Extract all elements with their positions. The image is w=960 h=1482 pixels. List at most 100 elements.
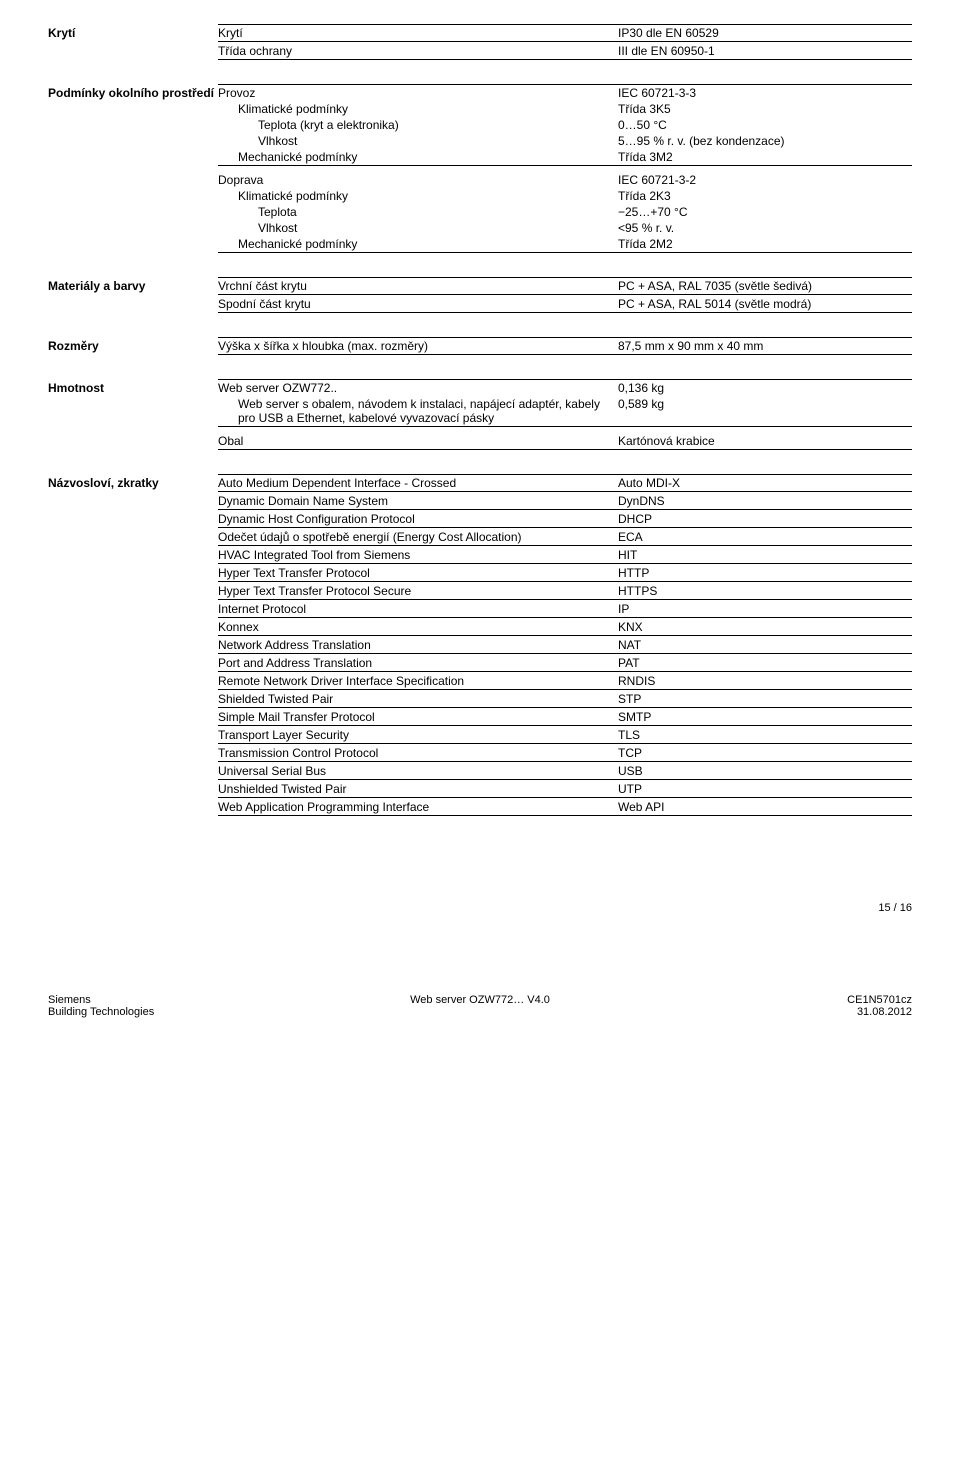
data-row: Hyper Text Transfer ProtocolHTTP bbox=[218, 565, 912, 582]
data-row: Transmission Control ProtocolTCP bbox=[218, 745, 912, 762]
data-row: Dynamic Host Configuration ProtocolDHCP bbox=[218, 511, 912, 528]
data-val: −25…+70 °C bbox=[618, 205, 912, 219]
data-row: Internet ProtocolIP bbox=[218, 601, 912, 618]
data-key: Klimatické podmínky bbox=[218, 189, 618, 203]
data-row: Odečet údajů o spotřebě energií (Energy … bbox=[218, 529, 912, 546]
data-val: IP30 dle EN 60529 bbox=[618, 26, 912, 40]
data-key: Unshielded Twisted Pair bbox=[218, 782, 618, 796]
data-key: Auto Medium Dependent Interface - Crosse… bbox=[218, 476, 618, 490]
data-val: Auto MDI-X bbox=[618, 476, 912, 490]
data-key: Dynamic Domain Name System bbox=[218, 494, 618, 508]
section-body-kryti: Krytí IP30 dle EN 60529 Třída ochrany II… bbox=[218, 24, 912, 66]
section-body-rozmery: Výška x šířka x hloubka (max. rozměry) 8… bbox=[218, 337, 912, 361]
data-key: Teplota (kryt a elektronika) bbox=[218, 118, 618, 132]
data-val: Třída 2K3 bbox=[618, 189, 912, 203]
data-val: IEC 60721-3-2 bbox=[618, 173, 912, 187]
data-row: Port and Address TranslationPAT bbox=[218, 655, 912, 672]
data-key: Klimatické podmínky bbox=[218, 102, 618, 116]
section-kryti: Krytí Krytí IP30 dle EN 60529 Třída ochr… bbox=[48, 24, 912, 66]
data-row: Shielded Twisted PairSTP bbox=[218, 691, 912, 708]
data-val: Kartónová krabice bbox=[618, 434, 912, 448]
data-val: SMTP bbox=[618, 710, 912, 724]
data-key: Port and Address Translation bbox=[218, 656, 618, 670]
data-row: Network Address TranslationNAT bbox=[218, 637, 912, 654]
section-nazvoslovi: Názvosloví, zkratky Auto Medium Dependen… bbox=[48, 474, 912, 822]
data-val: IP bbox=[618, 602, 912, 616]
data-row: Unshielded Twisted PairUTP bbox=[218, 781, 912, 798]
section-label-podminky: Podmínky okolního prostředí bbox=[48, 84, 218, 259]
footer-left: Siemens Building Technologies bbox=[48, 994, 218, 1018]
data-key: Universal Serial Bus bbox=[218, 764, 618, 778]
data-row: Obal Kartónová krabice bbox=[218, 433, 912, 449]
data-val: TLS bbox=[618, 728, 912, 742]
data-row: Třída ochrany III dle EN 60950-1 bbox=[218, 43, 912, 59]
data-key: Mechanické podmínky bbox=[218, 150, 618, 164]
data-row: Web Application Programming InterfaceWeb… bbox=[218, 799, 912, 815]
data-key: Hyper Text Transfer Protocol Secure bbox=[218, 584, 618, 598]
data-val: Třída 3K5 bbox=[618, 102, 912, 116]
data-val: 87,5 mm x 90 mm x 40 mm bbox=[618, 339, 912, 353]
data-row: Vlhkost <95 % r. v. bbox=[218, 220, 912, 236]
data-val: 0,589 kg bbox=[618, 397, 912, 425]
data-val: HTTPS bbox=[618, 584, 912, 598]
data-val: KNX bbox=[618, 620, 912, 634]
section-body-hmotnost: Web server OZW772.. 0,136 kg Web server … bbox=[218, 379, 912, 456]
data-key: Transport Layer Security bbox=[218, 728, 618, 742]
data-row: Dynamic Domain Name SystemDynDNS bbox=[218, 493, 912, 510]
block: Web server OZW772.. 0,136 kg Web server … bbox=[218, 379, 912, 427]
data-key: Web server s obalem, návodem k instalaci… bbox=[218, 397, 618, 425]
footer-company: Siemens bbox=[48, 994, 218, 1006]
section-podminky: Podmínky okolního prostředí Provoz IEC 6… bbox=[48, 84, 912, 259]
data-key: Konnex bbox=[218, 620, 618, 634]
data-key: HVAC Integrated Tool from Siemens bbox=[218, 548, 618, 562]
data-val: III dle EN 60950-1 bbox=[618, 44, 912, 58]
data-key: Výška x šířka x hloubka (max. rozměry) bbox=[218, 339, 618, 353]
data-val: ECA bbox=[618, 530, 912, 544]
data-key: Transmission Control Protocol bbox=[218, 746, 618, 760]
data-val: Web API bbox=[618, 800, 912, 814]
data-key: Internet Protocol bbox=[218, 602, 618, 616]
section-body-podminky: Provoz IEC 60721-3-3 Klimatické podmínky… bbox=[218, 84, 912, 259]
data-row: Mechanické podmínky Třída 2M2 bbox=[218, 236, 912, 252]
data-val: PC + ASA, RAL 5014 (světle modrá) bbox=[618, 297, 912, 311]
footer-docnum: CE1N5701cz bbox=[742, 994, 912, 1006]
page-number: 15 / 16 bbox=[48, 902, 912, 914]
block: Obal Kartónová krabice bbox=[218, 433, 912, 450]
data-key: Provoz bbox=[218, 86, 618, 100]
data-row: Provoz IEC 60721-3-3 bbox=[218, 85, 912, 101]
data-row: Teplota (kryt a elektronika) 0…50 °C bbox=[218, 117, 912, 133]
data-key: Odečet údajů o spotřebě energií (Energy … bbox=[218, 530, 618, 544]
data-val: IEC 60721-3-3 bbox=[618, 86, 912, 100]
data-val: TCP bbox=[618, 746, 912, 760]
footer-center: Web server OZW772… V4.0 bbox=[218, 994, 742, 1018]
data-row: Výška x šířka x hloubka (max. rozměry) 8… bbox=[218, 338, 912, 354]
block: Auto Medium Dependent Interface - Crosse… bbox=[218, 474, 912, 816]
data-row: Universal Serial BusUSB bbox=[218, 763, 912, 780]
data-key: Spodní část krytu bbox=[218, 297, 618, 311]
data-val: STP bbox=[618, 692, 912, 706]
data-row: Mechanické podmínky Třída 3M2 bbox=[218, 149, 912, 165]
section-label-nazvoslovi: Názvosloví, zkratky bbox=[48, 474, 218, 822]
section-label-materialy: Materiály a barvy bbox=[48, 277, 218, 319]
data-key: Doprava bbox=[218, 173, 618, 187]
block: Provoz IEC 60721-3-3 Klimatické podmínky… bbox=[218, 84, 912, 166]
data-key: Remote Network Driver Interface Specific… bbox=[218, 674, 618, 688]
data-key: Vrchní část krytu bbox=[218, 279, 618, 293]
data-val: <95 % r. v. bbox=[618, 221, 912, 235]
data-key: Hyper Text Transfer Protocol bbox=[218, 566, 618, 580]
data-row: Simple Mail Transfer ProtocolSMTP bbox=[218, 709, 912, 726]
data-key: Vlhkost bbox=[218, 134, 618, 148]
data-key: Dynamic Host Configuration Protocol bbox=[218, 512, 618, 526]
data-val: PC + ASA, RAL 7035 (světle šedivá) bbox=[618, 279, 912, 293]
data-key: Web Application Programming Interface bbox=[218, 800, 618, 814]
data-row: Vrchní část krytu PC + ASA, RAL 7035 (sv… bbox=[218, 278, 912, 295]
data-row: Remote Network Driver Interface Specific… bbox=[218, 673, 912, 690]
data-key: Shielded Twisted Pair bbox=[218, 692, 618, 706]
data-val: 0,136 kg bbox=[618, 381, 912, 395]
data-val: HTTP bbox=[618, 566, 912, 580]
data-val: UTP bbox=[618, 782, 912, 796]
data-row: Doprava IEC 60721-3-2 bbox=[218, 172, 912, 188]
data-key: Mechanické podmínky bbox=[218, 237, 618, 251]
data-row: Transport Layer SecurityTLS bbox=[218, 727, 912, 744]
data-val: RNDIS bbox=[618, 674, 912, 688]
